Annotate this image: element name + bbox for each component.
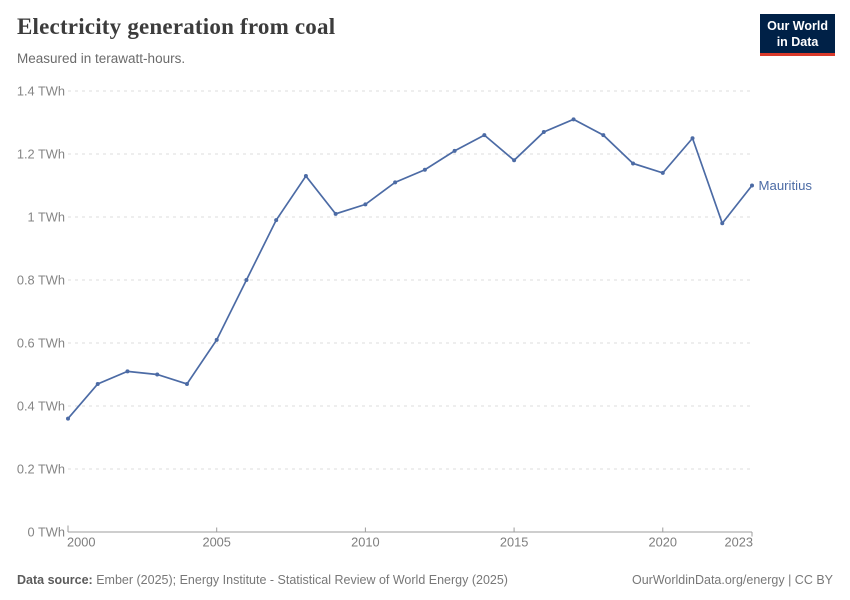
data-point-marker[interactable] (601, 133, 606, 138)
data-point-marker[interactable] (66, 416, 70, 421)
data-source: Data source: Ember (2025); Energy Instit… (17, 573, 508, 587)
x-axis-tick-label: 2023 (725, 535, 753, 550)
data-point-marker[interactable] (244, 278, 249, 282)
y-axis-tick-label: 0.2 TWh (17, 462, 65, 477)
data-point-marker[interactable] (125, 369, 130, 374)
data-point-marker[interactable] (333, 211, 338, 216)
y-axis-tick-label: 1.2 TWh (17, 147, 65, 162)
data-point-marker[interactable] (571, 117, 576, 122)
data-point-marker[interactable] (274, 218, 279, 223)
data-source-text: Ember (2025); Energy Institute - Statist… (92, 573, 508, 587)
owid-logo-line-1: Our World (767, 19, 828, 33)
data-point-marker[interactable] (452, 148, 457, 153)
data-point-marker[interactable] (155, 372, 160, 377)
x-axis-tick-label: 2015 (500, 535, 528, 550)
x-axis-tick-label: 2005 (202, 535, 230, 550)
y-axis-tick-label: 1.4 TWh (17, 84, 65, 99)
x-axis-tick-label: 2010 (351, 535, 379, 550)
y-axis-tick-label: 0 TWh (28, 525, 65, 540)
data-point-marker[interactable] (690, 136, 695, 141)
attribution-text[interactable]: OurWorldinData.org/energy | CC BY (631, 573, 833, 587)
x-axis-tick-label: 2020 (649, 535, 677, 550)
data-point-marker[interactable] (303, 174, 308, 179)
data-source-label: Data source: (17, 573, 93, 587)
y-axis-tick-label: 0.6 TWh (17, 336, 65, 351)
data-point-marker[interactable] (750, 183, 754, 188)
y-axis-tick-label: 1 TWh (28, 210, 65, 225)
data-point-marker[interactable] (660, 170, 665, 175)
owid-logo[interactable]: Our World in Data (760, 14, 835, 56)
data-point-marker[interactable] (214, 337, 219, 342)
y-axis-tick-label: 0.8 TWh (17, 273, 65, 288)
chart-subtitle: Measured in terawatt-hours. (17, 51, 186, 66)
data-point-marker[interactable] (393, 180, 398, 185)
data-point-marker[interactable] (95, 381, 100, 386)
y-axis-tick-label: 0.4 TWh (17, 399, 65, 414)
data-point-marker[interactable] (184, 381, 189, 386)
series-label[interactable]: Mauritius (759, 178, 813, 193)
chart-header: Electricity generation from coal Measure… (0, 0, 850, 75)
page-title: Electricity generation from coal (17, 14, 336, 39)
series-line[interactable] (67, 118, 753, 420)
data-point-marker[interactable] (631, 161, 636, 166)
data-point-marker[interactable] (422, 167, 427, 172)
data-point-marker[interactable] (720, 221, 725, 226)
data-point-marker[interactable] (482, 133, 487, 138)
data-point-marker[interactable] (512, 158, 517, 163)
owid-logo-line-2: in Data (776, 35, 819, 49)
line-chart-canvas[interactable]: 0 TWh 0.2 TWh 0.4 TWh 0.6 TWh 0.8 TWh 1 TWh 1.… (0, 75, 850, 570)
chart-footer: Data source: Ember (2025); Energy Instit… (17, 573, 833, 587)
data-point-marker[interactable] (363, 202, 368, 207)
data-point-marker[interactable] (541, 129, 546, 134)
x-axis-tick-label: 2000 (67, 535, 95, 550)
